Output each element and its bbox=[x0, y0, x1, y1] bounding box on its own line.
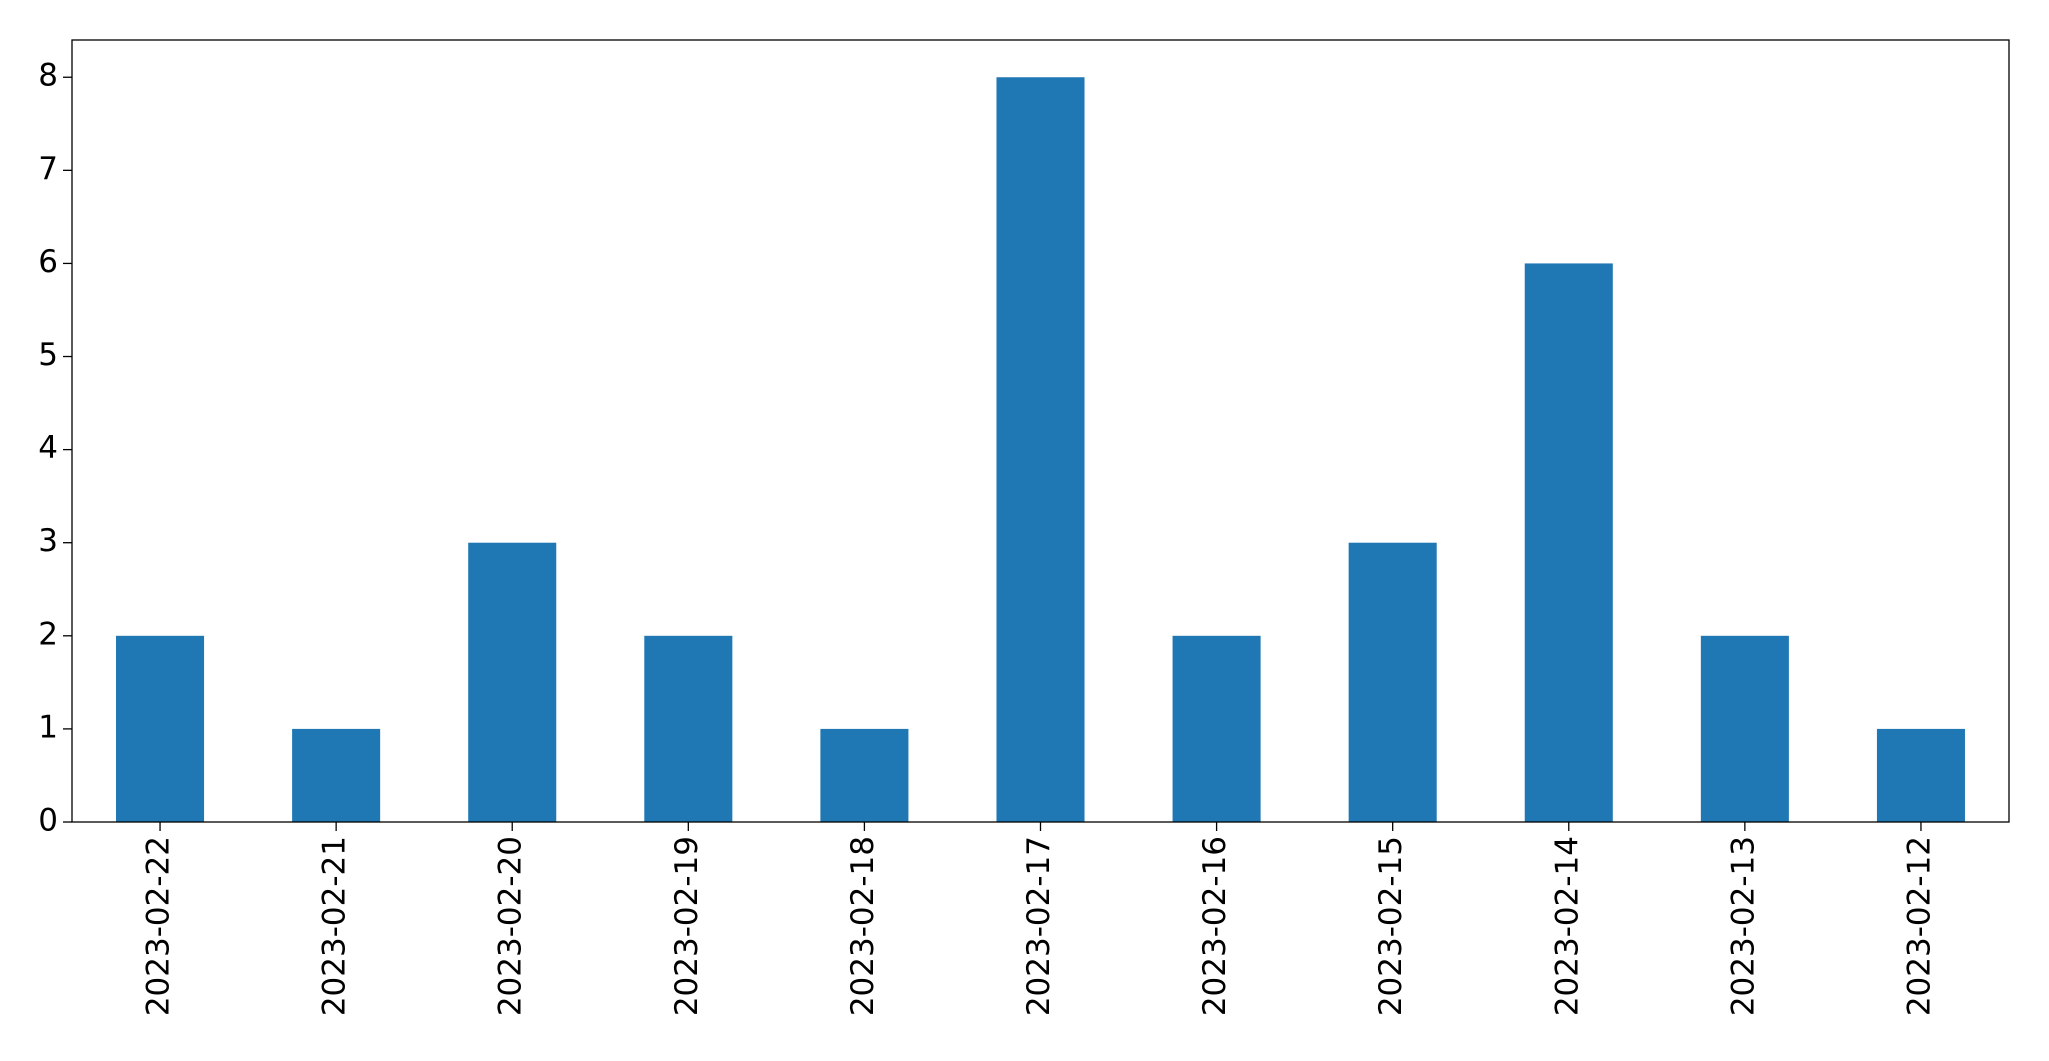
plot-frame bbox=[71, 39, 2010, 823]
x-tick-label: 2023-02-20 bbox=[493, 836, 529, 1016]
bar bbox=[1524, 263, 1613, 822]
y-tick-label: 0 bbox=[38, 803, 58, 839]
y-tick-label: 1 bbox=[38, 709, 58, 745]
y-tick-label: 6 bbox=[38, 244, 58, 280]
y-tick-label: 4 bbox=[38, 430, 58, 466]
y-tick-label: 7 bbox=[38, 151, 58, 187]
x-tick-label: 2023-02-19 bbox=[669, 836, 705, 1016]
x-tick-label: 2023-02-13 bbox=[1725, 836, 1761, 1016]
x-tick-label: 2023-02-17 bbox=[1021, 836, 1057, 1016]
bar bbox=[116, 635, 205, 822]
y-tick-label: 2 bbox=[38, 616, 58, 652]
bar bbox=[996, 77, 1085, 822]
x-tick-label: 2023-02-22 bbox=[141, 836, 177, 1016]
x-tick-label: 2023-02-14 bbox=[1549, 836, 1585, 1016]
x-tick-label: 2023-02-16 bbox=[1197, 836, 1233, 1016]
bar bbox=[1348, 542, 1437, 822]
bar bbox=[1876, 728, 1965, 822]
x-tick-label: 2023-02-18 bbox=[845, 836, 881, 1016]
bar bbox=[1172, 635, 1261, 822]
x-tick-label: 2023-02-12 bbox=[1901, 836, 1937, 1016]
bar bbox=[292, 728, 381, 822]
bar bbox=[1700, 635, 1789, 822]
x-tick-label: 2023-02-21 bbox=[317, 836, 353, 1016]
bar bbox=[820, 728, 909, 822]
y-tick-label: 8 bbox=[38, 58, 58, 94]
y-tick-label: 3 bbox=[38, 523, 58, 559]
x-tick-label: 2023-02-15 bbox=[1373, 836, 1409, 1016]
y-tick-label: 5 bbox=[38, 337, 58, 373]
bar bbox=[644, 635, 733, 822]
bar bbox=[468, 542, 557, 822]
